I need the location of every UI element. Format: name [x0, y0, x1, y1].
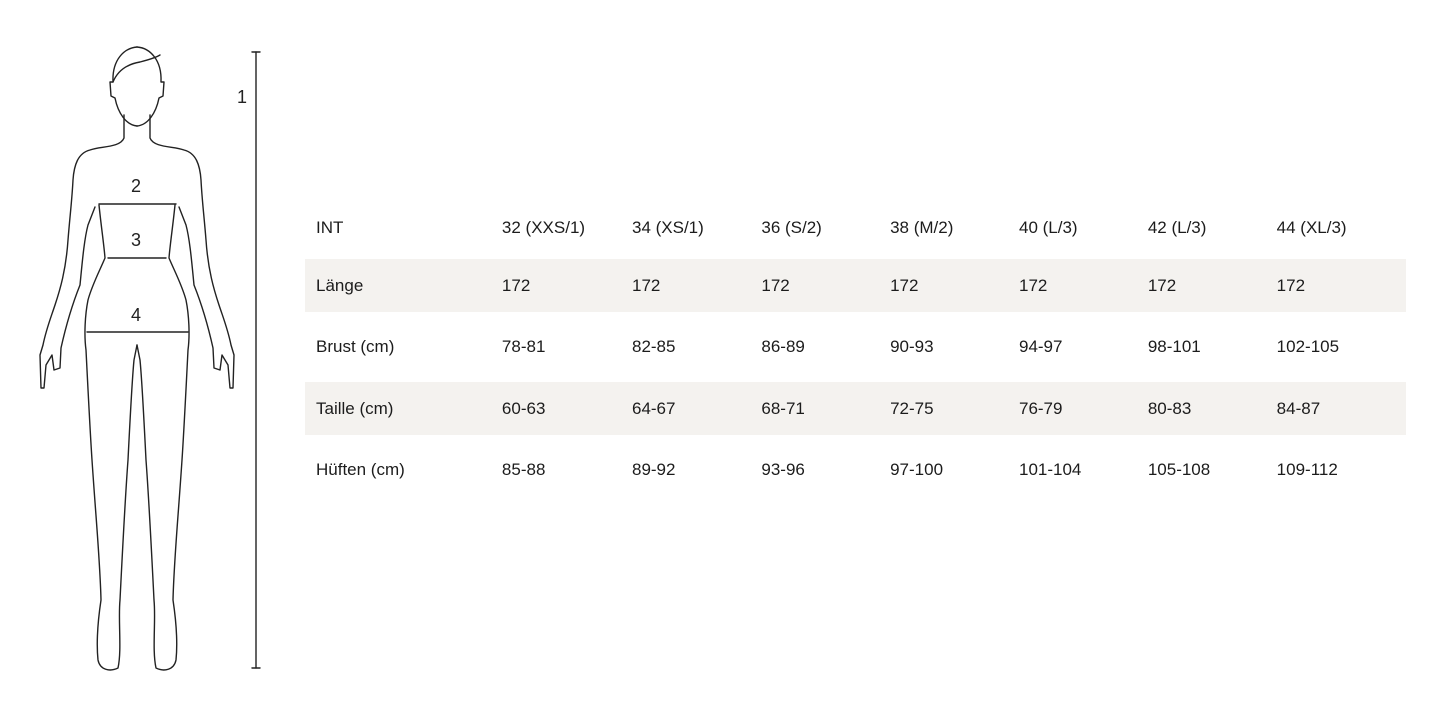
table-cell: 102-105 [1276, 337, 1340, 356]
table-cell: 60-63 [501, 382, 632, 435]
table-cell: 172 [1018, 259, 1148, 312]
table-cell: 64-67 [631, 382, 762, 435]
table-cell: 78-81 [501, 337, 546, 356]
body-outline-icon [39, 46, 261, 671]
header-cell: 34 (XS/1) [631, 218, 704, 237]
row-label: Länge [305, 259, 502, 312]
table-row: Brust (cm) 78-81 82-85 86-89 90-93 94-97… [305, 312, 1406, 382]
table-cell: 89-92 [631, 460, 676, 479]
label-bust: 2 [131, 176, 142, 196]
table-cell: 82-85 [631, 337, 676, 356]
table-header-row: INT 32 (XXS/1) 34 (XS/1) 36 (S/2) 38 (M/… [305, 197, 1406, 259]
table-cell: 94-97 [1018, 337, 1063, 356]
header-cell: 36 (S/2) [761, 218, 822, 237]
table-cell: 97-100 [890, 460, 944, 479]
table-cell: 172 [1276, 259, 1406, 312]
table-cell: 172 [631, 259, 762, 312]
table-cell: 86-89 [761, 337, 805, 356]
table-cell: 76-79 [1018, 382, 1148, 435]
row-label: Brust (cm) [316, 337, 395, 356]
table-cell: 93-96 [761, 460, 805, 479]
size-table: INT 32 (XXS/1) 34 (XS/1) 36 (S/2) 38 (M/… [305, 197, 1406, 505]
table-cell: 109-112 [1276, 460, 1338, 479]
label-height: 1 [237, 87, 248, 107]
table-cell: 172 [501, 259, 632, 312]
table-cell: 80-83 [1147, 382, 1277, 435]
table-cell: 90-93 [890, 337, 934, 356]
label-waist: 3 [131, 230, 142, 250]
table-cell: 72-75 [890, 382, 1019, 435]
label-hips: 4 [131, 305, 142, 325]
table-row: Länge 172 172 172 172 172 172 172 [305, 259, 1406, 312]
header-cell: 32 (XXS/1) [501, 218, 586, 237]
table-row: Hüften (cm) 85-88 89-92 93-96 97-100 101… [305, 435, 1406, 505]
table-cell: 68-71 [761, 382, 891, 435]
table-cell: 105-108 [1147, 460, 1211, 479]
table-cell: 98-101 [1147, 337, 1201, 356]
table-cell: 84-87 [1276, 382, 1406, 435]
row-label: Taille (cm) [305, 382, 502, 435]
header-cell: 44 (XL/3) [1276, 218, 1347, 237]
table-cell: 172 [761, 259, 891, 312]
table-cell: 172 [1147, 259, 1277, 312]
header-cell: 42 (L/3) [1147, 218, 1207, 237]
table-cell: 85-88 [501, 460, 546, 479]
body-measurement-figure: 1 2 3 4 [0, 0, 280, 722]
row-label: Hüften (cm) [316, 460, 405, 479]
header-cell: INT [316, 218, 344, 237]
header-cell: 38 (M/2) [890, 218, 954, 237]
table-cell: 101-104 [1018, 460, 1082, 479]
header-cell: 40 (L/3) [1018, 218, 1078, 237]
table-row: Taille (cm) 60-63 64-67 68-71 72-75 76-7… [305, 382, 1406, 435]
table-cell: 172 [890, 259, 1019, 312]
